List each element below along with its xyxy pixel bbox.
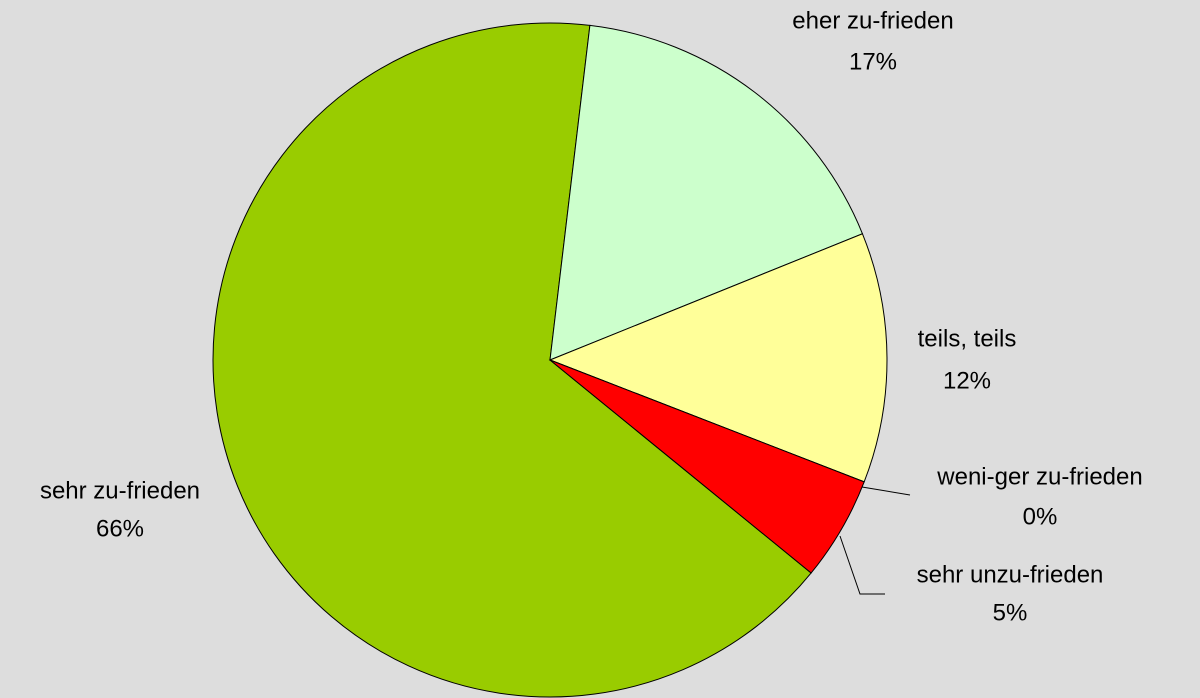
pie-slice <box>212 22 812 698</box>
slice-value-label: 5% <box>993 599 1028 626</box>
leader-line <box>839 535 885 595</box>
slice-label: teils, teils <box>918 325 1017 352</box>
slice-label: eher zu-frieden <box>792 7 953 34</box>
slice-label: sehr zu-frieden <box>40 477 200 504</box>
pie-slice <box>549 24 864 361</box>
pie-slice <box>549 359 865 574</box>
slice-value-label: 12% <box>943 367 991 394</box>
slice-label: weni-ger zu-frieden <box>936 463 1142 490</box>
pie-slice <box>548 233 888 483</box>
slice-value-label: 17% <box>849 48 897 75</box>
slice-value-label: 66% <box>96 515 144 542</box>
slice-label: sehr unzu-frieden <box>917 561 1104 588</box>
slice-value-label: 0% <box>1023 503 1058 530</box>
leader-line <box>861 486 911 496</box>
